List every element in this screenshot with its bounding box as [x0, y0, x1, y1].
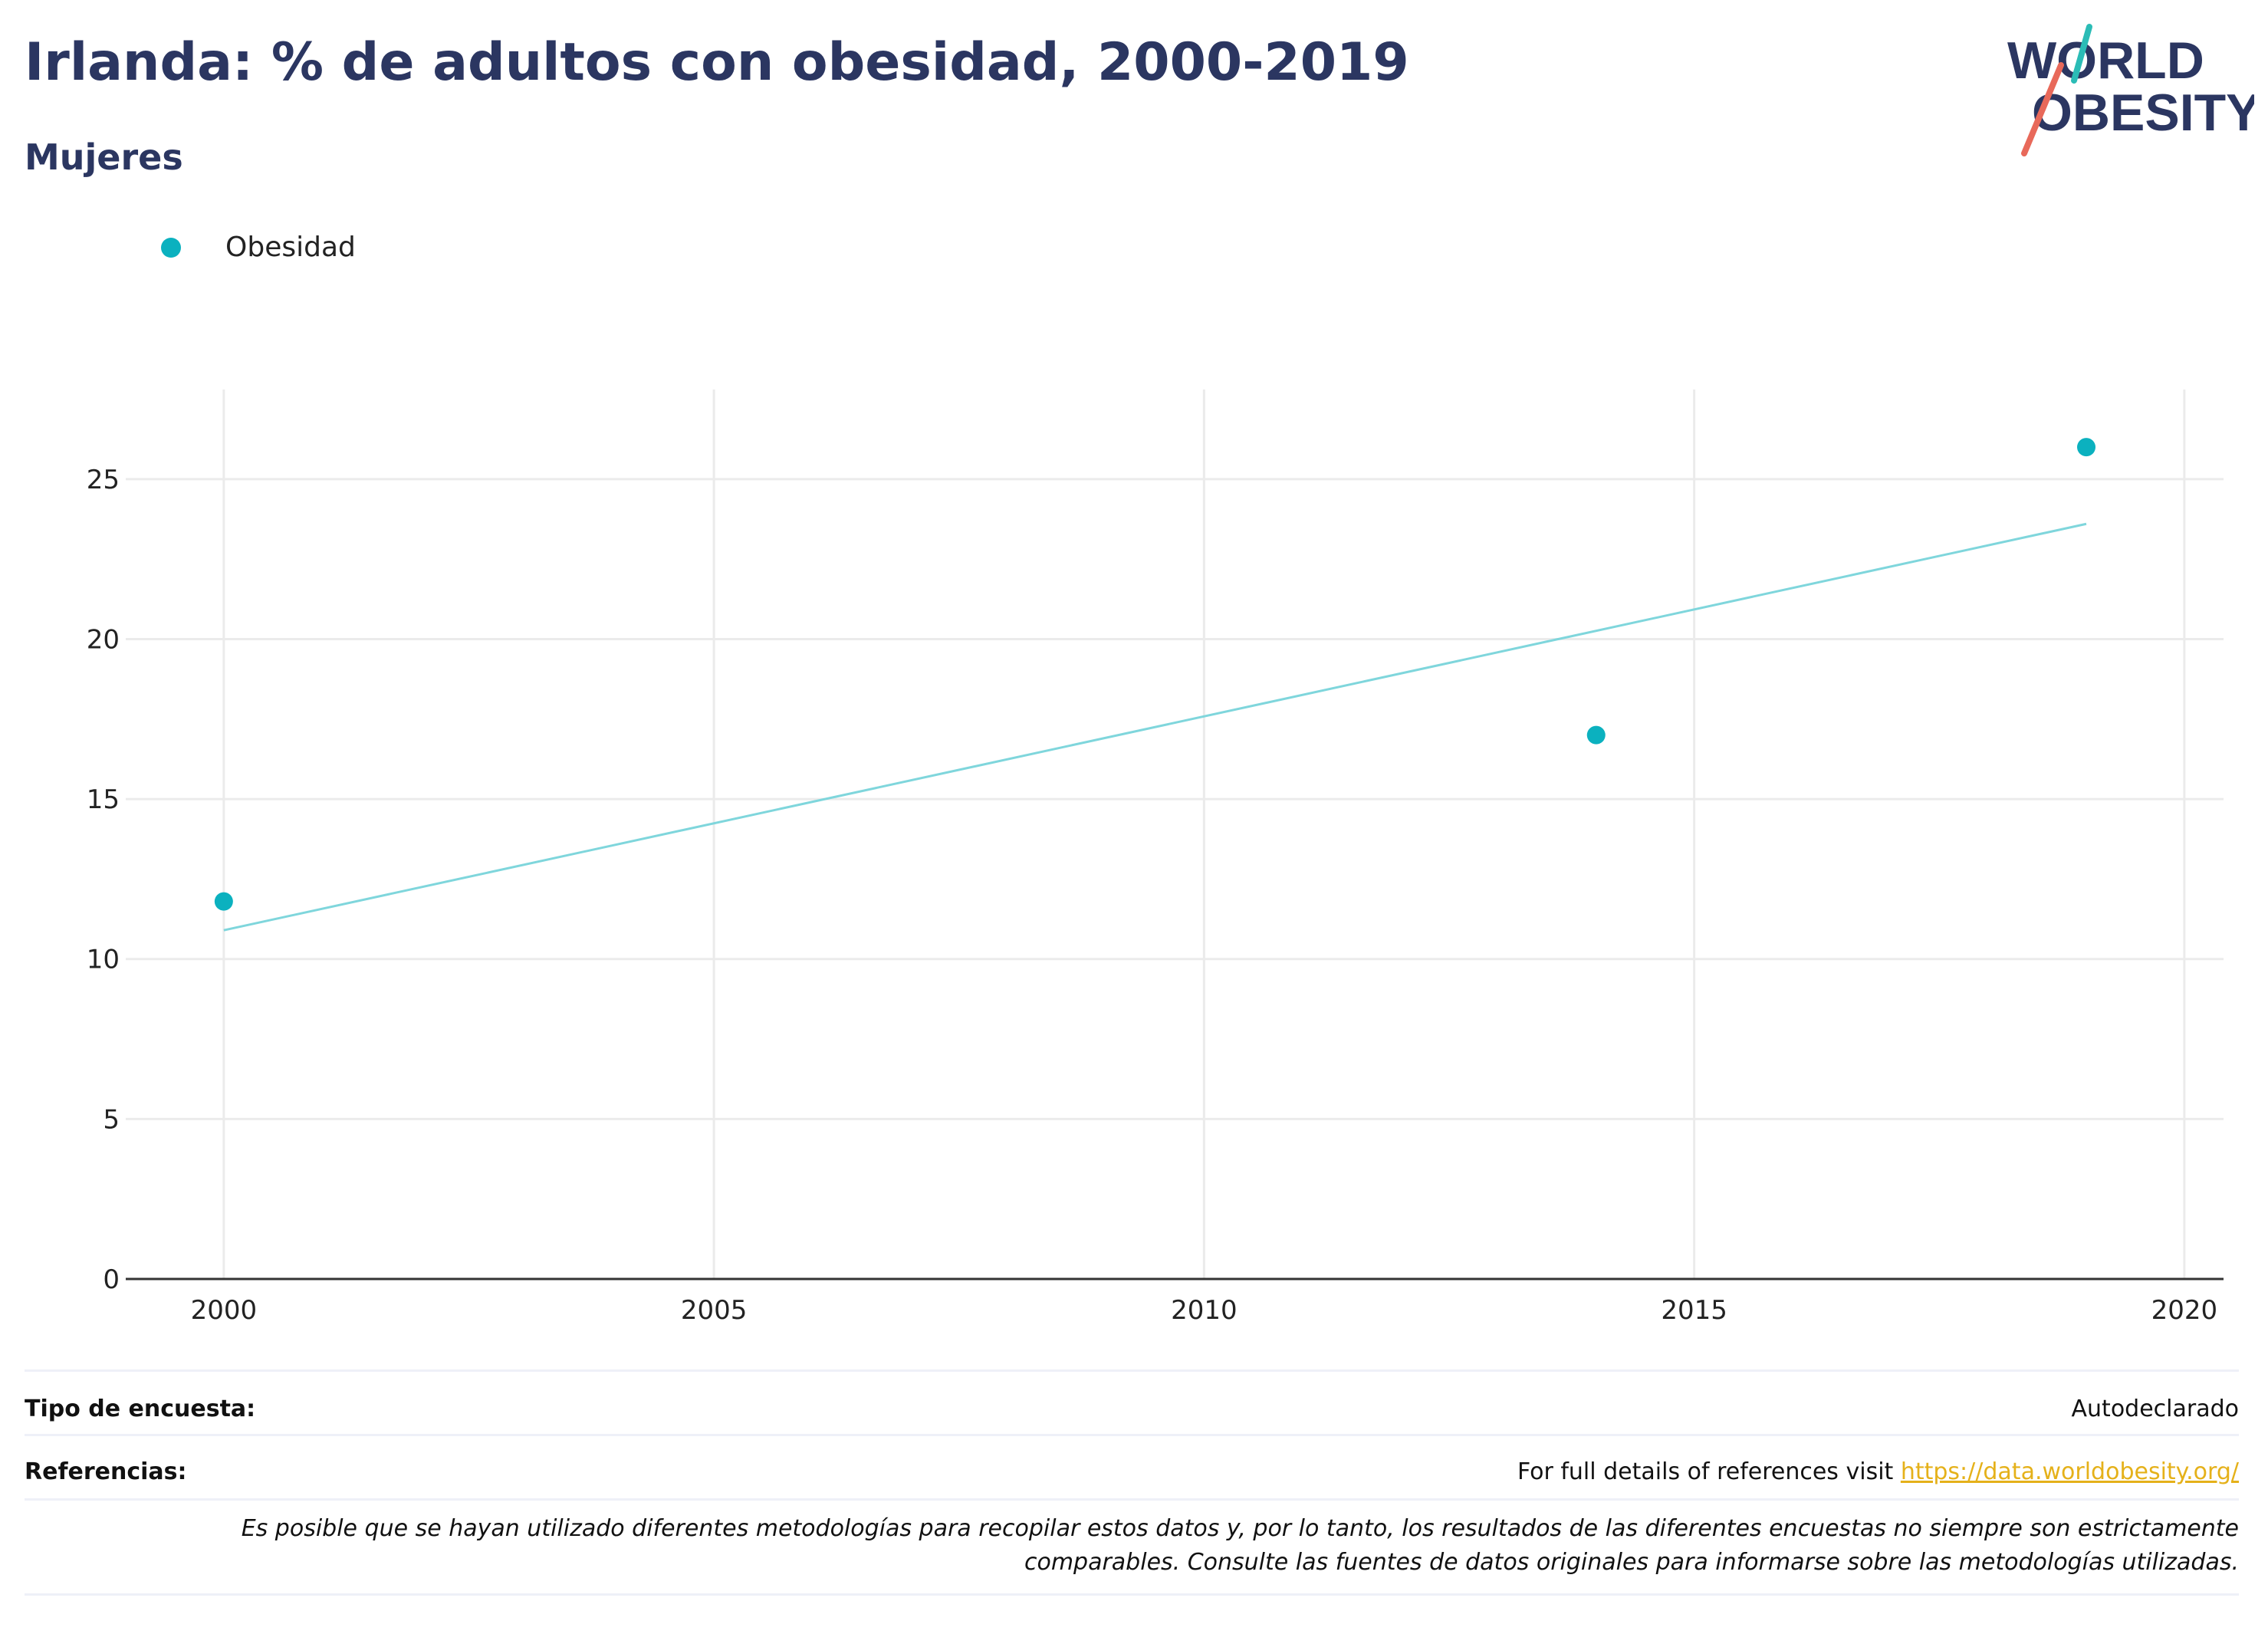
tick-labels: 2000 2005 2010 2015 2020 0 5 10 15 20 25 — [87, 465, 2217, 1326]
x-tick-label: 2005 — [681, 1295, 748, 1326]
trendline-group — [223, 522, 2087, 932]
logo-word-world: WORLD — [2007, 31, 2204, 90]
chart-subtitle: Mujeres — [25, 136, 183, 178]
data-point — [2077, 438, 2096, 457]
footer-divider — [25, 1498, 2239, 1501]
legend-marker-obesidad — [161, 237, 181, 258]
chart-title: Irlanda: % de adultos con obesidad, 2000… — [25, 32, 1409, 93]
legend-label-obesidad: Obesidad — [225, 232, 356, 263]
gridlines — [126, 390, 2224, 1279]
x-tick-label: 2010 — [1171, 1295, 1238, 1326]
footer-divider — [25, 1593, 2239, 1596]
y-tick-label: 0 — [103, 1264, 120, 1295]
footer-divider — [25, 1434, 2239, 1436]
x-tick-label: 2000 — [191, 1295, 258, 1326]
data-points — [214, 438, 2096, 911]
footer-divider — [25, 1369, 2239, 1372]
logo-red-slash — [2021, 62, 2064, 156]
logo-word-obesity: OBESITY — [2032, 84, 2254, 142]
world-obesity-logo: WORLD OBESITY — [2007, 24, 2254, 156]
x-tick-label: 2020 — [2151, 1295, 2218, 1326]
y-tick-label: 20 — [87, 624, 120, 655]
references-text: For full details of references visit — [1517, 1458, 1901, 1485]
y-tick-label: 5 — [103, 1104, 120, 1135]
data-point — [214, 892, 233, 911]
y-tick-label: 10 — [87, 945, 120, 975]
scatter-chart: 2000 2005 2010 2015 2020 0 5 10 15 20 25 — [87, 390, 2224, 1326]
legend[interactable]: Obesidad — [161, 232, 356, 263]
logo-teal-slash — [2071, 24, 2092, 84]
references-value: For full details of references visit htt… — [1517, 1458, 2239, 1485]
methodology-disclaimer: Es posible que se hayan utilizado difere… — [25, 1512, 2239, 1580]
disclaimer-line-2: comparables. Consulte las fuentes de dat… — [1024, 1549, 2239, 1576]
y-tick-label: 15 — [87, 784, 120, 815]
survey-type-row: Tipo de encuesta: Autodeclarado — [25, 1389, 2239, 1428]
references-row: Referencias: For full details of referen… — [25, 1452, 2239, 1491]
y-tick-label: 25 — [87, 465, 120, 495]
survey-type-label: Tipo de encuesta: — [25, 1395, 256, 1422]
disclaimer-line-1: Es posible que se hayan utilizado difere… — [241, 1515, 2239, 1542]
trendline — [223, 522, 2087, 932]
data-point — [1586, 725, 1606, 745]
x-tick-label: 2015 — [1661, 1295, 1727, 1326]
references-label: Referencias: — [25, 1458, 187, 1485]
survey-type-value: Autodeclarado — [2071, 1395, 2239, 1422]
references-link[interactable]: https://data.worldobesity.org/ — [1900, 1458, 2239, 1485]
